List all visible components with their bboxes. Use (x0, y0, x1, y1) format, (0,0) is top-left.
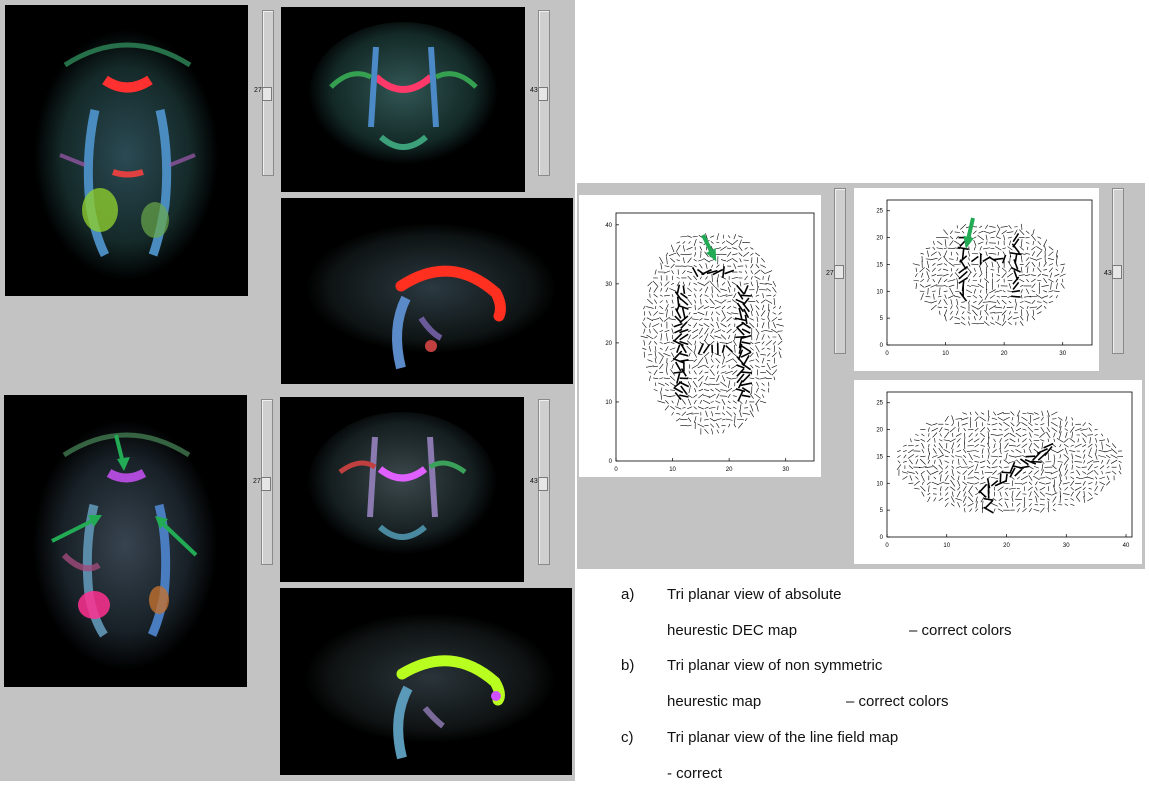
caption-b-line2-right: – correct colors (846, 693, 949, 710)
sagittal-y-tick: 25 (876, 401, 883, 407)
coronal-slice-value: 43 (530, 87, 538, 94)
caption-b-line1: Tri planar view of non symmetric (667, 657, 883, 674)
panel-c-line-field: 0 10 20 30 0 10 20 30 40 27 0 10 20 30 0 5 10 15 20 25 43… (577, 183, 1145, 569)
axial-line-field-plot: 0 10 20 30 0 10 20 30 40 (579, 195, 821, 477)
caption-c-marker: c) (621, 729, 634, 746)
coronal-slider-thumb[interactable] (538, 87, 548, 101)
axial-slice-slider-b[interactable] (261, 399, 273, 565)
sagittal-frame (886, 391, 1133, 538)
panel-a-absolute-dec: 27 43 (0, 0, 575, 389)
coronal-slice-value-b: 43 (530, 478, 538, 485)
sagittal-x-tick: 20 (1003, 543, 1010, 549)
axial-slice-slider[interactable] (262, 10, 274, 176)
axial-frame (615, 212, 815, 462)
sagittal-y-tick: 0 (880, 535, 884, 541)
axial-dec-image (5, 5, 248, 296)
axial-y-tick: 20 (605, 341, 612, 347)
caption-a-line2-left: heurestic DEC map (667, 622, 798, 639)
axial-x-tick: 10 (669, 467, 676, 473)
axial-slider-thumb-b[interactable] (261, 477, 271, 491)
coronal-slice-slider[interactable] (538, 10, 550, 176)
arrow-left-tract (51, 517, 97, 543)
axial-x-tick: 30 (782, 467, 789, 473)
coronal-x-tick: 30 (1059, 351, 1066, 357)
coronal-slice-slider-b[interactable] (538, 399, 550, 565)
sagittal-y-tick: 10 (876, 481, 883, 487)
coronal-y-tick: 5 (880, 316, 884, 322)
coronal-dec-image (281, 7, 525, 192)
sagittal-heuristic-image (280, 588, 572, 775)
coronal-slider-thumb-b[interactable] (538, 477, 548, 491)
coronal-y-tick: 20 (876, 236, 883, 242)
coronal-line-slice-value: 43 (1104, 270, 1112, 277)
coronal-x-tick: 10 (942, 351, 949, 357)
coronal-line-field-plot: 0 10 20 30 0 5 10 15 20 25 (854, 188, 1099, 371)
axial-y-tick: 30 (605, 282, 612, 288)
caption-c-line1: Tri planar view of the line field map (667, 729, 899, 746)
coronal-x-tick: 20 (1001, 351, 1008, 357)
caption-a-line1: Tri planar view of absolute (667, 586, 842, 603)
caption-b-line2-left: heurestic map (667, 693, 762, 710)
axial-line-slice-value: 27 (826, 270, 834, 277)
coronal-y-tick: 0 (880, 343, 884, 349)
sagittal-dec-image (281, 198, 573, 384)
axial-slice-value: 27 (254, 87, 262, 94)
axial-line-slider-thumb[interactable] (834, 265, 844, 279)
axial-slider-thumb[interactable] (262, 87, 272, 101)
coronal-y-tick: 25 (876, 209, 883, 215)
axial-y-tick: 0 (609, 459, 613, 465)
sagittal-glyphs (896, 410, 1123, 514)
coronal-frame (886, 199, 1093, 346)
coronal-glyphs (912, 223, 1066, 327)
caption-b-marker: b) (621, 657, 635, 674)
coronal-x-tick: 0 (885, 351, 889, 357)
axial-glyphs (640, 233, 784, 435)
axial-y-tick: 40 (605, 223, 612, 229)
axial-line-slider[interactable] (834, 188, 846, 354)
sagittal-x-tick: 40 (1123, 543, 1130, 549)
coronal-y-tick: 10 (876, 289, 883, 295)
caption-a-marker: a) (621, 586, 635, 603)
axial-heuristic-image (4, 395, 247, 687)
sagittal-y-tick: 5 (880, 508, 884, 514)
coronal-line-slider-thumb[interactable] (1112, 265, 1122, 279)
sagittal-x-tick: 10 (943, 543, 950, 549)
coronal-line-slider[interactable] (1112, 188, 1124, 354)
arrow-right-tract (158, 519, 198, 557)
sagittal-x-tick: 0 (885, 543, 889, 549)
sagittal-y-tick: 20 (876, 428, 883, 434)
axial-y-tick: 10 (605, 400, 612, 406)
coronal-heuristic-image (280, 397, 524, 582)
coronal-y-tick: 15 (876, 262, 883, 268)
sagittal-x-tick: 30 (1063, 543, 1070, 549)
caption-c-line2: - correct (667, 765, 723, 782)
axial-slice-value-b: 27 (253, 478, 261, 485)
sagittal-line-field-plot: 0 10 20 30 40 0 5 10 15 20 25 (854, 380, 1142, 564)
panel-b-nonsymmetric: 27 43 (0, 389, 575, 781)
sagittal-y-tick: 15 (876, 454, 883, 460)
axial-x-tick: 0 (614, 467, 618, 473)
axial-x-tick: 20 (726, 467, 733, 473)
caption-a-line2-right: – correct colors (909, 622, 1012, 639)
